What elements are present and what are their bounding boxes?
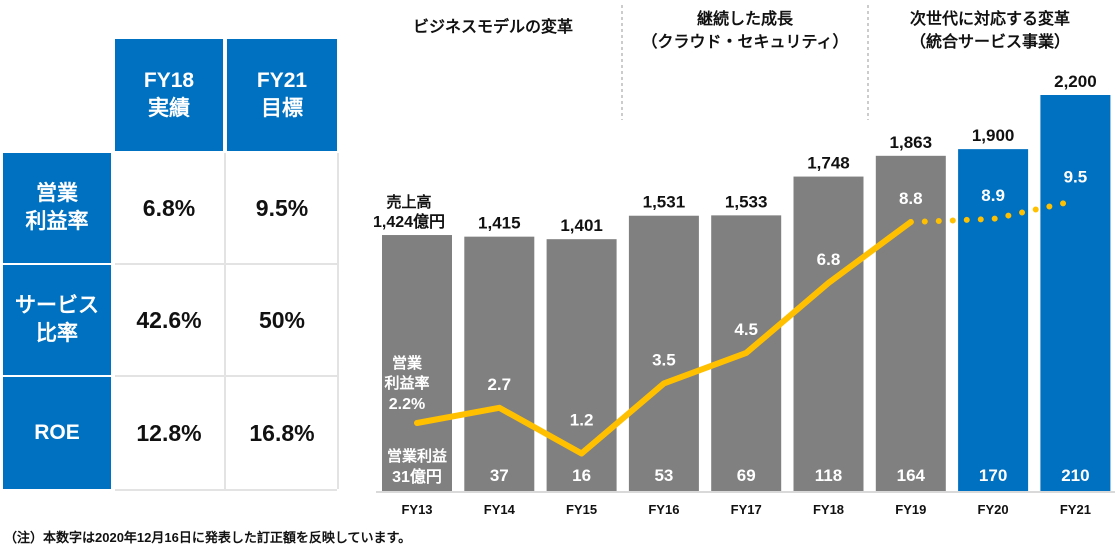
- phase-2-title: 継続した成長: [697, 9, 794, 28]
- value-margin-fy21: 9.5%: [227, 153, 337, 263]
- profit-label-fy14: 37: [490, 466, 509, 485]
- header-fy18: FY18 実績: [115, 39, 223, 151]
- bar-fy14: [464, 236, 535, 492]
- value-margin-fy18: 6.8%: [115, 153, 223, 263]
- profit-label-fy15: 16: [572, 466, 591, 485]
- row-label-roe: ROE: [3, 377, 111, 489]
- sales-label-fy18: 1,748: [807, 154, 850, 173]
- sales-label-fy14: 1,415: [478, 214, 521, 233]
- row-label-operating-margin: 営業 利益率: [3, 153, 111, 263]
- grid-line: [115, 489, 337, 491]
- margin-line-target: [907, 197, 1079, 225]
- tick-label-fy17: FY17: [731, 502, 762, 517]
- value-service-fy18: 42.6%: [115, 265, 223, 375]
- tick-label-fy21: FY21: [1060, 502, 1091, 517]
- margin-title-line2: 利益率: [384, 374, 429, 392]
- margin-label-fy16: 3.5: [652, 350, 676, 369]
- grid-line: [337, 153, 339, 489]
- margin-label-fy13: 2.2%: [389, 396, 425, 413]
- phase-headers: ビジネスモデルの変革 継続した成長 （クラウド・セキュリティ） 次世代に対応する変革 （…: [413, 5, 1070, 120]
- phase-2-subtitle: （クラウド・セキュリティ）: [641, 33, 848, 51]
- margin-label-fy20: 8.9: [981, 186, 1005, 205]
- margin-label-fy14: 2.7: [487, 375, 511, 394]
- value-roe-fy21: 16.8%: [227, 377, 337, 489]
- sales-label-fy20: 1,900: [972, 126, 1015, 145]
- profit-title-label: 営業利益: [387, 447, 447, 465]
- margin-label-fy15: 1.2: [570, 410, 594, 429]
- grid-line: [115, 263, 337, 265]
- margin-line-group: [414, 197, 1079, 457]
- sales-label-fy19: 1,863: [890, 133, 933, 152]
- bar-fy16: [628, 215, 699, 492]
- profit-label-fy21: 210: [1061, 466, 1089, 485]
- profit-label-fy13: 31億円: [392, 467, 442, 486]
- profit-label-fy16: 53: [654, 466, 673, 485]
- sales-label-fy21: 2,200: [1054, 72, 1097, 91]
- sales-label-fy15: 1,401: [560, 216, 603, 235]
- bar-fy18: [793, 176, 864, 492]
- tick-label-fy14: FY14: [484, 502, 516, 517]
- tick-label-fy18: FY18: [813, 502, 844, 517]
- tick-label-fy20: FY20: [978, 502, 1009, 517]
- footnote: （注）本数字は2020年12月16日に発表した訂正額を反映しています。: [4, 530, 412, 545]
- grid-line: [224, 153, 226, 489]
- profit-label-fy20: 170: [979, 466, 1007, 485]
- margin-label-fy19: 8.8: [899, 189, 923, 208]
- margin-label-fy18: 6.8: [817, 250, 841, 269]
- bar-fy20: [958, 149, 1029, 493]
- tick-label-fy16: FY16: [648, 502, 679, 517]
- row-label-service-ratio: サービス 比率: [3, 265, 111, 375]
- phase-3-title: 次世代に対応する変革: [910, 9, 1070, 28]
- sales-label-fy17: 1,533: [725, 192, 768, 211]
- profit-label-fy19: 164: [897, 466, 926, 485]
- tick-label-fy13: FY13: [401, 502, 432, 517]
- bar-fy21: [1040, 95, 1111, 492]
- margin-label-fy21: 9.5: [1064, 168, 1088, 187]
- sales-label-fy16: 1,531: [643, 193, 686, 212]
- grid-line: [115, 375, 337, 377]
- tick-label-fy19: FY19: [895, 502, 926, 517]
- bar-fy19: [875, 155, 946, 493]
- margin-line-actual: [414, 219, 914, 457]
- value-roe-fy18: 12.8%: [115, 377, 223, 489]
- header-fy21: FY21 目標: [227, 39, 337, 151]
- tick-label-fy15: FY15: [566, 502, 597, 517]
- phase-3-subtitle: （統合サービス事業）: [910, 32, 1070, 51]
- bar-group: [376, 95, 1115, 493]
- margin-title-line1: 営業: [392, 354, 423, 372]
- sales-title-label: 売上高: [386, 193, 431, 211]
- profit-label-fy18: 118: [815, 466, 842, 485]
- phase-1-title: ビジネスモデルの変革: [413, 17, 573, 36]
- bar-fy13: [382, 235, 452, 493]
- margin-label-fy17: 4.5: [734, 320, 758, 339]
- sales-label-fy13: 1,424億円: [373, 212, 445, 231]
- value-service-fy21: 50%: [227, 265, 337, 375]
- profit-label-fy17: 69: [737, 466, 756, 485]
